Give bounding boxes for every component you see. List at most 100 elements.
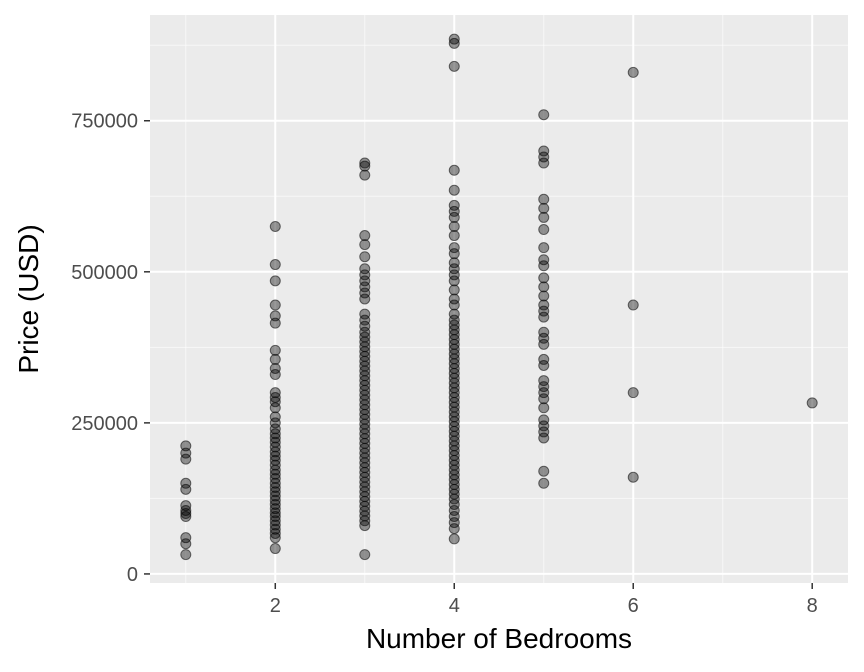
- data-point: [269, 464, 281, 476]
- data-point: [180, 483, 192, 495]
- data-point: [538, 338, 550, 350]
- data-point: [359, 549, 371, 561]
- data-point: [538, 305, 550, 317]
- data-point: [538, 145, 550, 157]
- data-point: [269, 299, 281, 311]
- data-point: [538, 311, 550, 323]
- data-point: [448, 269, 460, 281]
- data-point: [448, 199, 460, 211]
- data-point: [627, 66, 639, 78]
- data-point: [538, 299, 550, 311]
- data-points: [180, 33, 818, 561]
- data-point: [180, 532, 192, 544]
- data-point: [359, 293, 371, 305]
- x-axis: 2 4 6 8: [270, 583, 818, 617]
- data-point: [180, 504, 192, 516]
- data-point: [269, 446, 281, 458]
- data-point: [359, 263, 371, 275]
- data-point: [269, 490, 281, 502]
- data-point: [269, 353, 281, 365]
- data-point: [269, 519, 281, 531]
- data-point: [448, 517, 460, 529]
- data-point: [538, 359, 550, 371]
- data-point: [538, 402, 550, 414]
- data-point: [448, 211, 460, 223]
- data-point: [359, 239, 371, 251]
- data-point: [180, 549, 192, 561]
- data-point: [448, 220, 460, 232]
- data-point: [269, 417, 281, 429]
- data-point: [448, 299, 460, 311]
- data-point: [448, 33, 460, 45]
- data-point: [448, 533, 460, 545]
- data-point: [269, 362, 281, 374]
- data-point: [448, 284, 460, 296]
- data-point: [448, 257, 460, 269]
- data-point: [269, 523, 281, 535]
- data-point: [269, 317, 281, 329]
- data-point: [269, 344, 281, 356]
- data-point: [180, 538, 192, 550]
- data-point: [359, 160, 371, 172]
- data-point: [538, 432, 550, 444]
- data-point: [359, 287, 371, 299]
- data-point: [538, 426, 550, 438]
- data-point: [180, 447, 192, 459]
- data-point: [538, 465, 550, 477]
- data-point: [269, 477, 281, 489]
- data-point: [180, 508, 192, 520]
- y-tick-label: 250000: [71, 413, 138, 435]
- data-point: [269, 411, 281, 423]
- y-axis-title: Price (USD): [13, 224, 44, 373]
- data-point: [448, 308, 460, 320]
- data-point: [538, 326, 550, 338]
- data-point: [538, 109, 550, 121]
- data-point: [448, 523, 460, 535]
- data-point: [448, 511, 460, 523]
- data-point: [269, 468, 281, 480]
- data-point: [269, 486, 281, 498]
- data-point: [269, 432, 281, 444]
- data-point: [269, 511, 281, 523]
- data-point: [269, 527, 281, 539]
- data-point: [448, 498, 460, 510]
- x-tick-label: 2: [270, 595, 281, 617]
- data-point: [538, 381, 550, 393]
- data-point: [538, 224, 550, 236]
- data-point: [538, 260, 550, 272]
- grid-major: [150, 15, 848, 583]
- data-point: [359, 169, 371, 181]
- data-point: [359, 251, 371, 263]
- x-tick-label: 6: [628, 595, 639, 617]
- data-point: [538, 281, 550, 293]
- data-point: [269, 428, 281, 440]
- data-point: [359, 320, 371, 332]
- data-point: [538, 477, 550, 489]
- x-tick-label: 8: [807, 595, 818, 617]
- data-point: [538, 272, 550, 284]
- data-point: [538, 420, 550, 432]
- data-point: [180, 511, 192, 523]
- data-point: [538, 151, 550, 163]
- data-point: [538, 393, 550, 405]
- y-axis: 0 250000 500000 750000: [71, 111, 150, 586]
- data-point: [448, 293, 460, 305]
- data-point: [538, 353, 550, 365]
- data-point: [538, 157, 550, 169]
- data-point: [269, 494, 281, 506]
- y-tick-label: 0: [127, 564, 138, 586]
- y-tick-label: 500000: [71, 262, 138, 284]
- data-point: [538, 290, 550, 302]
- data-point: [269, 396, 281, 408]
- data-point: [359, 230, 371, 242]
- data-point: [448, 37, 460, 49]
- data-point: [538, 193, 550, 205]
- data-point: [448, 504, 460, 516]
- data-point: [538, 387, 550, 399]
- data-point: [359, 269, 371, 281]
- data-point: [269, 220, 281, 232]
- data-point: [359, 275, 371, 287]
- data-point: [269, 515, 281, 527]
- data-point: [627, 387, 639, 399]
